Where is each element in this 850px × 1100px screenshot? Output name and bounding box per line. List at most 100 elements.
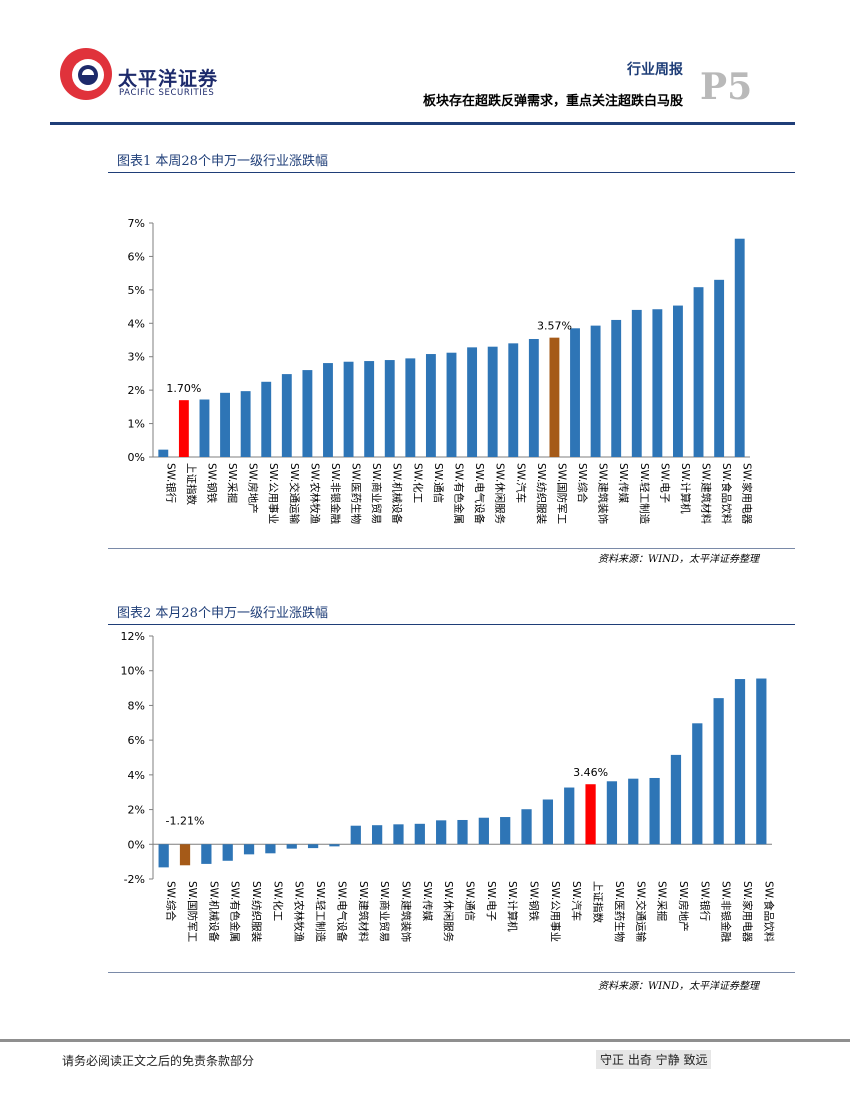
category-label: SW.家用电器 [741,463,754,525]
bar [201,844,212,864]
bar [240,391,251,457]
bar [478,817,489,845]
bar [590,325,601,457]
bar [628,778,639,845]
data-label: -1.21% [166,814,205,827]
bar [670,754,682,845]
category-label: SW.休闲服务 [442,881,455,943]
chart2-source: 资料来源：WIND，太平洋证券整理 [598,981,759,992]
chart1-plot: 0% 1% 2% 3% 4% 5% 6% 7% SW.银行 上证指数 SW.钢铁 SW.采掘 SW.房地… [128,217,754,525]
category-label: SW.交通运输 [288,463,301,525]
bar [343,361,354,457]
category-label: SW.交通运输 [634,881,647,943]
y-tick-label: -2% [124,873,145,886]
report-type: 行业周报 [627,62,683,78]
category-label: SW.银行 [164,463,177,504]
bar [158,844,169,868]
bar [323,363,333,457]
y-tick-label: 10% [121,665,145,678]
bar [693,287,704,457]
category-label: SW.机械设备 [391,463,404,525]
category-label: SW.化工 [271,881,284,921]
category-label: SW.有色金属 [229,881,242,942]
bar [364,361,375,457]
category-label: SW.机械设备 [207,881,220,943]
y-tick-label: 7% [128,217,145,230]
category-label: SW.轻工制造 [638,463,651,525]
bar [436,820,447,845]
bar [542,799,554,845]
category-label: SW.传媒 [617,463,630,504]
bar [243,844,255,855]
bar [611,319,622,457]
brand-name-cn: 太平洋证券 [118,68,219,90]
bar [673,305,683,457]
chart1-title: 图表1 本周28个申万一级行业涨跌幅 [117,154,328,169]
bar [585,784,596,845]
category-label: SW.房地产 [677,881,690,932]
page-number: P5 [700,66,753,108]
bar [606,781,618,845]
category-label: 上证指数 [592,881,605,923]
bar [631,309,642,457]
category-label: SW.电子 [485,881,498,921]
category-label: SW.计算机 [506,881,519,932]
company-logo-icon [60,48,112,100]
category-label: SW.公用事业 [267,463,280,524]
bar [734,679,746,845]
bar [158,449,169,457]
bar [281,374,292,457]
bar [649,777,660,845]
category-label: SW.钢铁 [528,881,541,922]
bar [528,338,539,457]
bar [756,678,767,845]
category-label: SW.商业贸易 [378,881,391,942]
category-label: SW.综合 [165,881,178,922]
y-tick-label: 5% [128,284,145,297]
bar [302,370,313,457]
category-label: SW.有色金属 [453,463,466,524]
bar [265,844,276,854]
y-tick-label: 3% [128,351,145,364]
category-label: SW.通信 [432,463,444,503]
category-label: 上证指数 [185,463,198,505]
y-tick-label: 1% [128,418,145,431]
bar [734,238,745,457]
category-label: SW.电气设备 [473,463,486,525]
bar [371,825,383,845]
bar [446,352,457,457]
footer-motto: 守正 出奇 宁静 致远 [596,1050,712,1069]
data-label: 1.70% [166,382,201,395]
bar [350,825,361,845]
category-label: SW.农林牧渔 [293,881,306,942]
category-label: SW.采掘 [656,881,669,921]
bar [564,787,575,845]
bar [508,343,519,457]
y-tick-label: 0% [128,451,145,464]
category-label: SW.汽车 [514,463,527,503]
bar [393,824,404,845]
chart1-source-rule [108,548,795,549]
bar [467,347,478,457]
category-label: SW.家用电器 [741,881,754,943]
report-subtitle: 板块存在超跌反弹需求，重点关注超跌白马股 [422,94,683,109]
category-label: SW.公用事业 [549,881,562,942]
category-label: SW.医药生物 [613,881,626,942]
category-label: SW.建筑装饰 [399,881,412,942]
bar [179,844,191,866]
bar [457,819,468,845]
bar [307,844,319,849]
bar [199,399,210,457]
header-divider [50,122,795,125]
bar [487,346,498,457]
chart2-plot: -2% 0% 2% 4% 6% 8% 10% 12% SW.综合 SW.国防军工 SW.机械设备 SW… [121,630,776,943]
bar [220,392,230,457]
chart2-title-rule [108,624,795,625]
category-label: SW.食品饮料 [720,463,733,525]
bar [329,844,340,847]
y-tick-label: 2% [128,384,145,397]
category-label: SW.采掘 [226,463,239,503]
category-label: SW.银行 [698,881,711,922]
bar [570,328,580,457]
y-tick-label: 6% [128,250,145,263]
